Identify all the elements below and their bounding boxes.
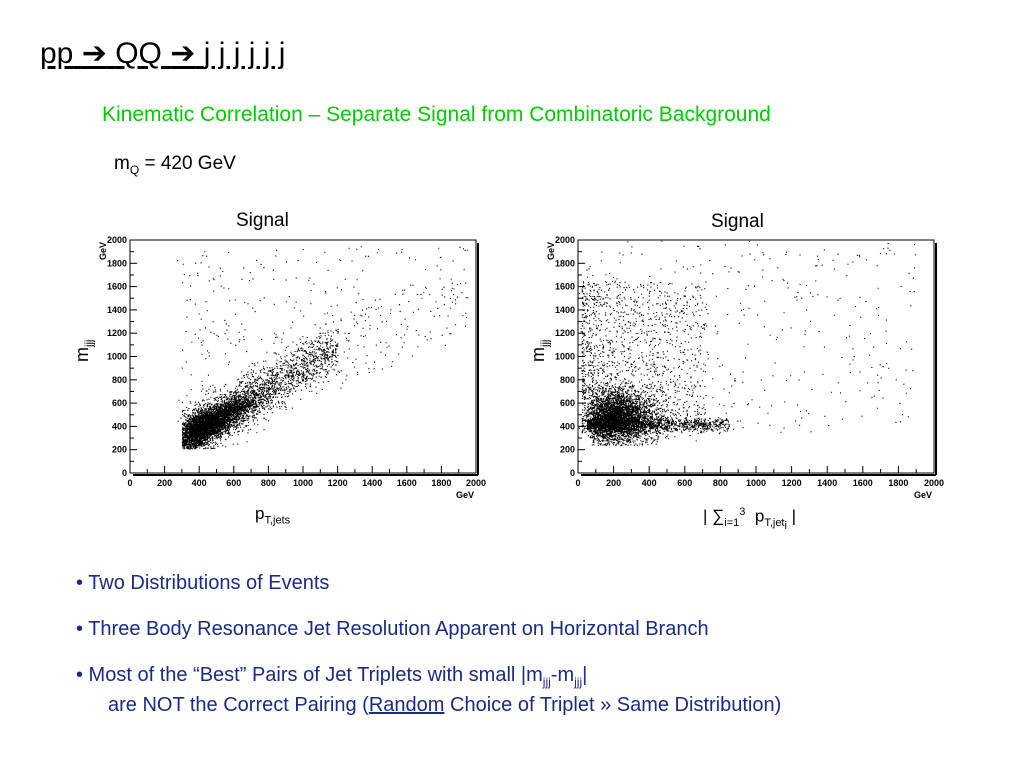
slide-subtitle: Kinematic Correlation – Separate Signal … — [102, 103, 771, 126]
plot1-xlabel-main: p — [255, 504, 265, 523]
x-tick-label: 600 — [677, 478, 692, 488]
y-tick-label: 400 — [112, 421, 127, 431]
plot1-ylabel-main: m — [72, 347, 92, 362]
bullet-3-post: | — [582, 664, 588, 686]
x-tick-label: 2000 — [924, 478, 944, 488]
y-tick-label: 1200 — [107, 328, 127, 338]
y-tick-label: 1400 — [107, 305, 127, 315]
plot2-ylabel-main: m — [528, 347, 548, 362]
bullet-3-pre: • Most of the “Best” Pairs of Jet Triple… — [76, 664, 543, 686]
right-arrow-icon: ➔ — [81, 37, 107, 70]
right-arrow-icon: ➔ — [170, 37, 196, 70]
title-qq: QQ — [115, 37, 162, 70]
plot2-xlabel-sum: | ∑ — [703, 506, 725, 526]
x-tick-label: 2000 — [466, 478, 486, 488]
x-unit-label: GeV — [914, 490, 932, 500]
bullet-4-underlined: Random — [368, 694, 445, 716]
x-tick-label: 400 — [642, 478, 657, 488]
title-jets: j j j j j j — [203, 37, 286, 70]
plot2-scatter: 0 200 400 600 800 1000 1200 1400 1600 1800 2000 0 20… — [546, 235, 944, 500]
x-tick-label: 1200 — [328, 478, 348, 488]
y-tick-label: 1800 — [555, 258, 575, 268]
plot1-xlabel: pT,jets — [255, 504, 290, 526]
plot1-ylabel: mjjj — [72, 340, 96, 362]
x-tick-label: 0 — [575, 478, 580, 488]
y-tick-label: 1600 — [555, 282, 575, 292]
y-tick-label: 1000 — [555, 352, 575, 362]
y-tick-label: 0 — [570, 468, 575, 478]
x-tick-label: 0 — [127, 478, 132, 488]
y-tick-label: 2000 — [107, 235, 127, 245]
x-tick-label: 1200 — [782, 478, 802, 488]
bullet-3: • Most of the “Best” Pairs of Jet Triple… — [76, 664, 587, 689]
x-unit-label: GeV — [456, 490, 474, 500]
mass-subscript: Q — [129, 162, 140, 177]
y-tick-label: 0 — [122, 468, 127, 478]
x-tick-label: 800 — [713, 478, 728, 488]
y-tick-label: 1800 — [107, 258, 127, 268]
plot1-xlabel-sub: T,jets — [264, 514, 291, 527]
bullet-2: • Three Body Resonance Jet Resolution Ap… — [76, 618, 709, 640]
bullet-1: • Two Distributions of Events — [76, 572, 330, 594]
y-tick-label: 1600 — [107, 282, 127, 292]
y-tick-label: 400 — [560, 421, 575, 431]
x-tick-label: 400 — [192, 478, 207, 488]
plot2-xlabel-sub: i=1 — [724, 517, 740, 530]
y-tick-label: 1000 — [107, 352, 127, 362]
plot2-xlabel-end: | — [786, 506, 797, 526]
scatter-points — [578, 240, 916, 447]
bullet-3-sub2: jjj — [574, 675, 583, 689]
x-tick-label: 1600 — [397, 478, 417, 488]
y-tick-label: 600 — [560, 398, 575, 408]
plot1-scatter: 0 200 400 600 800 1000 1200 1400 1600 1800 2000 0 20… — [98, 235, 486, 500]
y-unit-label: GeV — [546, 242, 556, 260]
plot2-xlabel-psub: T,jet — [764, 517, 785, 530]
mass-symbol: m — [114, 153, 130, 174]
bullet-4-post: Choice of Triplet » Same Distribution) — [444, 694, 782, 716]
x-tick-label: 1400 — [817, 478, 837, 488]
x-tick-label: 1800 — [888, 478, 908, 488]
y-tick-label: 600 — [112, 398, 127, 408]
bullet-3-sub1: jjj — [542, 675, 551, 689]
y-tick-label: 1200 — [555, 328, 575, 338]
y-tick-label: 1400 — [555, 305, 575, 315]
plot1-ylabel-sub: jjj — [83, 339, 96, 347]
plot2-xlabel-p: p — [754, 506, 765, 526]
y-tick-label: 2000 — [555, 235, 575, 245]
y-tick-label: 200 — [560, 445, 575, 455]
plot1-title: Signal — [236, 210, 289, 231]
x-tick-label: 200 — [606, 478, 621, 488]
scatter-points — [177, 246, 469, 450]
plot-frame — [129, 239, 477, 474]
plot2-xlabel-sup: 3 — [739, 506, 746, 518]
y-tick-label: 800 — [112, 375, 127, 385]
y-tick-label: 200 — [112, 445, 127, 455]
x-tick-label: 200 — [157, 478, 172, 488]
bullet-3-continuation: are NOT the Correct Pairing (Random Choi… — [108, 694, 781, 717]
mass-value: = 420 GeV — [139, 153, 236, 174]
bullet-4-pre: are NOT the Correct Pairing ( — [108, 694, 369, 716]
y-tick-label: 800 — [560, 375, 575, 385]
mass-label: mQ = 420 GeV — [114, 153, 236, 177]
title-pp: pp — [40, 37, 74, 70]
y-unit-label: GeV — [98, 242, 108, 260]
x-tick-label: 1800 — [431, 478, 451, 488]
plot2-xlabel: | ∑i=13 pT,jeti | — [703, 506, 796, 532]
x-tick-label: 1600 — [853, 478, 873, 488]
x-tick-label: 1000 — [293, 478, 313, 488]
x-tick-label: 1000 — [746, 478, 766, 488]
x-tick-label: 1400 — [362, 478, 382, 488]
slide-title: pp ➔ QQ ➔ j j j j j j — [40, 36, 285, 71]
x-tick-label: 800 — [261, 478, 276, 488]
plot2-xlabel-psubsub: i — [784, 520, 787, 533]
plot2-title: Signal — [711, 211, 764, 232]
x-tick-label: 600 — [226, 478, 241, 488]
bullet-3-mid: -m — [550, 664, 575, 686]
